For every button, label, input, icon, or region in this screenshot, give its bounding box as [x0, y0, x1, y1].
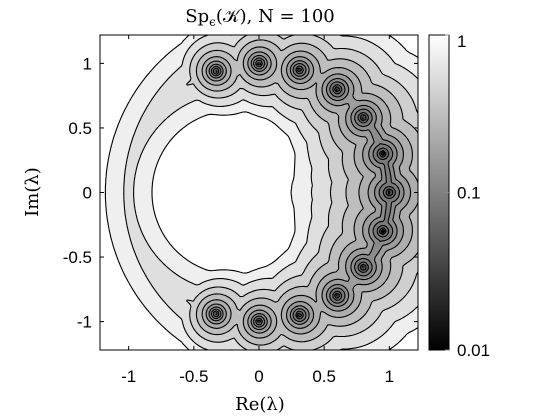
y-tick-label: -1 [77, 313, 92, 332]
x-tick-label: 1 [385, 367, 394, 386]
contour-level-4 [212, 59, 396, 326]
contour-level-3 [216, 62, 394, 323]
y-tick-label: -0.5 [63, 248, 92, 267]
x-axis-label: Re(λ) [235, 394, 285, 415]
y-axis-ticks: 1 0.5 0 -0.5 -1 [63, 54, 418, 332]
colorbar-tick-label: 0.01 [457, 341, 490, 360]
contour-lines [104, 35, 418, 350]
chart-title-subscript: ϵ [209, 15, 216, 29]
x-tick-label: 0 [254, 367, 263, 386]
x-tick-label: -0.5 [179, 367, 208, 386]
contour-level-6 [208, 54, 405, 331]
x-axis-ticks: -1 -0.5 0 0.5 1 [121, 35, 394, 386]
y-tick-label: 0 [83, 184, 92, 203]
chart-title-main: Sp [185, 6, 209, 27]
contour-level-12 [104, 35, 418, 350]
contour-level-7 [205, 51, 412, 334]
contour-level-2 [297, 69, 391, 316]
colorbar: 1 0.1 0.01 [428, 32, 490, 360]
x-tick-label: 0.5 [312, 367, 336, 386]
contour-level-11 [123, 35, 418, 350]
x-tick-label: -1 [121, 367, 136, 386]
contour-level-9 [195, 39, 418, 346]
contour-level-8 [201, 46, 418, 339]
contour-level-5 [210, 57, 400, 328]
chart-title-tail: (𝒦), N = 100 [216, 6, 335, 27]
contour-plot-area [100, 35, 418, 350]
contour-level-10 [186, 35, 418, 350]
y-tick-label: 0.5 [68, 119, 92, 138]
colorbar-tick-label: 0.1 [457, 184, 481, 203]
y-tick-label: 1 [83, 54, 92, 73]
chart-title: Spϵ(𝒦), N = 100 [185, 6, 334, 29]
colorbar-tick-label: 1 [457, 32, 466, 51]
colorbar-ticks: 1 0.1 0.01 [445, 32, 490, 360]
pseudospectrum-heatmap [100, 35, 418, 350]
contour-level-1 [381, 152, 385, 233]
y-axis-label: Im(λ) [22, 167, 43, 217]
